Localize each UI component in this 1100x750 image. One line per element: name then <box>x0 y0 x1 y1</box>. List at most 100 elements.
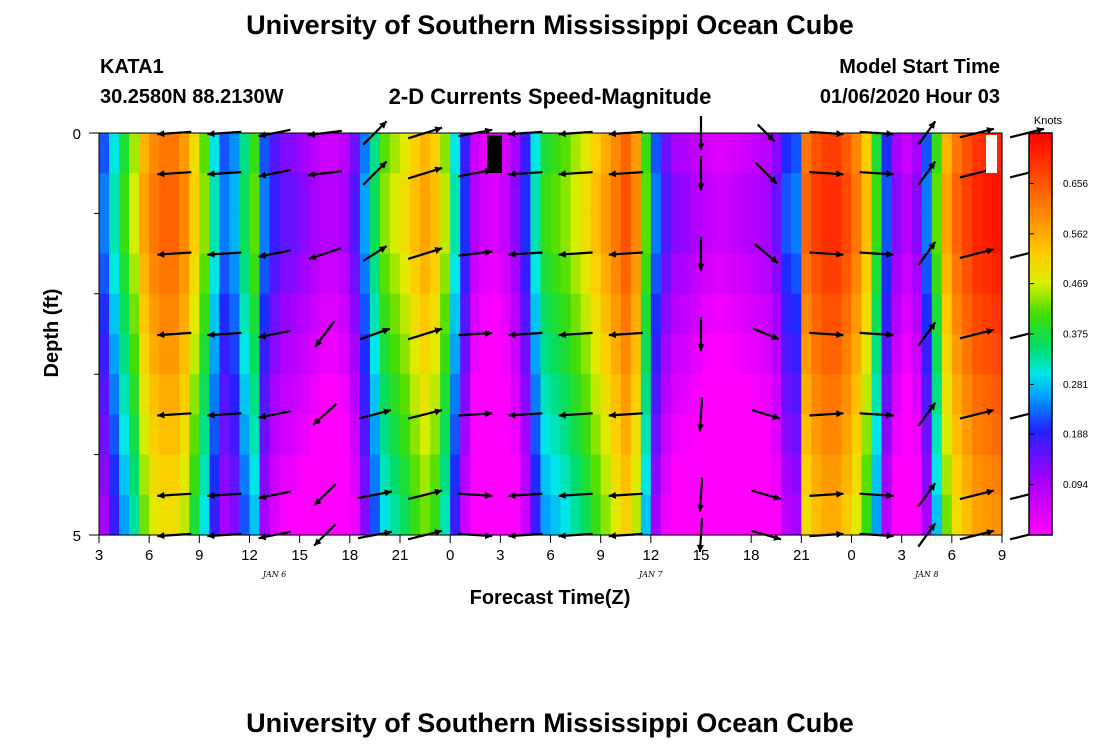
heatmap-cell <box>450 334 461 375</box>
vector-head <box>558 532 566 540</box>
heatmap-cell <box>861 253 873 295</box>
heatmap-cell <box>761 334 772 375</box>
heatmap-cell <box>901 494 913 536</box>
heatmap-cell <box>410 133 421 174</box>
heatmap-cell <box>339 133 351 174</box>
heatmap-cell <box>921 293 933 335</box>
heatmap-cell <box>209 454 220 496</box>
heatmap-cell <box>741 374 752 415</box>
heatmap-cell <box>831 173 843 214</box>
current-vector <box>752 409 781 420</box>
heatmap-cell <box>841 213 853 255</box>
vector-head <box>258 171 267 179</box>
heatmap-cell <box>821 213 833 255</box>
heatmap-cell <box>901 374 913 415</box>
heatmap-cell <box>460 253 471 295</box>
heatmap-cell <box>129 374 140 415</box>
heatmap-cell <box>821 494 833 536</box>
current-vector <box>753 243 779 265</box>
heatmap-cell <box>420 133 431 174</box>
model-start-time: 01/06/2020 Hour 03 <box>819 86 1000 108</box>
heatmap-cell <box>620 334 632 375</box>
current-vector <box>508 411 543 419</box>
heatmap-cell <box>891 173 903 214</box>
heatmap-cell <box>831 374 843 415</box>
heatmap-cell <box>189 293 200 335</box>
vector-head <box>771 333 779 340</box>
heatmap-cell <box>861 213 873 255</box>
heatmap-cell <box>931 293 943 335</box>
heatmap-cell <box>149 494 160 536</box>
current-vector <box>358 408 392 420</box>
heatmap-cell <box>841 494 853 536</box>
heatmap-cell <box>420 494 431 536</box>
heatmap-cell <box>590 414 602 456</box>
heatmap-cell <box>891 293 903 335</box>
heatmap-cell <box>690 173 702 214</box>
heatmap-cell <box>189 454 200 496</box>
heatmap-cell <box>229 334 241 375</box>
vector-head <box>207 130 215 138</box>
heatmap-cell <box>851 293 863 335</box>
heatmap-cell <box>690 494 702 536</box>
heatmap-cell <box>660 213 672 255</box>
heatmap-cell <box>379 494 391 536</box>
x-tick-label: 21 <box>793 547 810 564</box>
heatmap-cell <box>580 253 592 295</box>
heatmap-cell <box>379 173 391 214</box>
heatmap-cell <box>470 213 481 255</box>
heatmap-cell <box>99 173 110 214</box>
heatmap-cell <box>861 454 873 496</box>
heatmap-cell <box>981 253 993 295</box>
heatmap-cell <box>239 454 251 496</box>
heatmap-cell <box>781 173 792 214</box>
heatmap-cell <box>329 374 341 415</box>
heatmap-cell <box>259 213 271 255</box>
heatmap-cell <box>149 374 160 415</box>
heatmap-cell <box>690 253 702 295</box>
heatmap-cell <box>831 133 843 174</box>
heatmap-cell <box>229 213 241 255</box>
heatmap-cell <box>339 334 351 375</box>
vector-head <box>508 532 516 540</box>
vector-head <box>1036 127 1045 134</box>
heatmap-cell <box>189 133 200 174</box>
heatmap-cell <box>751 414 762 456</box>
heatmap-cell <box>831 293 843 335</box>
current-vector <box>608 331 643 339</box>
heatmap-cell <box>901 414 913 456</box>
heatmap-cell <box>520 494 532 536</box>
heatmap-cell <box>269 374 281 415</box>
heatmap-cell <box>440 133 451 174</box>
heatmap-cell <box>841 334 853 375</box>
heatmap-cell <box>159 454 170 496</box>
heatmap-cell <box>500 414 511 456</box>
heatmap-cell <box>640 374 652 415</box>
heatmap-cell <box>801 253 812 295</box>
heatmap-cell <box>309 454 321 496</box>
heatmap-cell <box>741 173 752 214</box>
heatmap-cell <box>209 133 220 174</box>
heatmap-cell <box>379 334 391 375</box>
heatmap-cell <box>600 494 612 536</box>
heatmap-cell <box>369 173 381 214</box>
heatmap-cell <box>159 133 170 174</box>
heatmap-cell <box>450 173 461 214</box>
vector-head <box>382 327 390 335</box>
current-vector <box>959 247 995 259</box>
heatmap-cell <box>129 293 140 335</box>
heatmap-cell <box>951 293 963 335</box>
heatmap-cell <box>289 253 301 295</box>
heatmap-cell <box>520 414 532 456</box>
vector-head <box>986 247 994 255</box>
heatmap-cell <box>249 213 261 255</box>
heatmap-cell <box>470 454 481 496</box>
current-vector <box>458 248 493 257</box>
heatmap-cell <box>510 173 521 214</box>
heatmap-cell <box>480 173 491 214</box>
heatmap-cell <box>480 133 491 174</box>
heatmap-cell <box>490 253 501 295</box>
heatmap-cell <box>971 454 983 496</box>
heatmap-cell <box>420 374 431 415</box>
heatmap-cell <box>269 253 281 295</box>
